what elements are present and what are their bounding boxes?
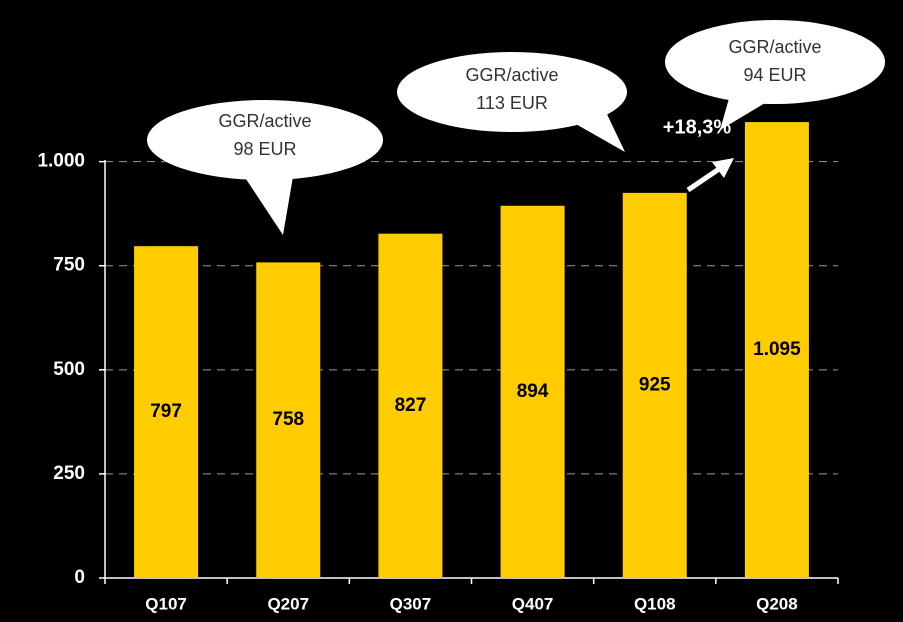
arrow (686, 158, 734, 193)
callout: GGR/active 113 EUR (397, 52, 627, 152)
callout-text: GGR/active (465, 65, 558, 85)
bar (622, 192, 687, 578)
callout: GGR/active 98 EUR (147, 100, 383, 235)
data-label: 1.095 (753, 339, 801, 360)
callout-text: 98 EUR (233, 139, 296, 159)
bar (378, 233, 443, 578)
callout-text: GGR/active (728, 37, 821, 57)
data-label: 925 (639, 374, 671, 395)
y-tick-label: 500 (53, 359, 85, 380)
x-tick-label: Q208 (756, 594, 798, 613)
x-tick-label: Q307 (390, 594, 432, 613)
callout-text: 94 EUR (743, 65, 806, 85)
bar (744, 122, 809, 578)
data-label: 827 (395, 395, 427, 416)
growth-label: +18,3% (663, 116, 732, 138)
data-label: 758 (272, 409, 304, 430)
y-tick-label: 1.000 (37, 151, 85, 172)
x-tick-label: Q108 (634, 594, 676, 613)
x-tick-label: Q207 (267, 594, 309, 613)
x-tick-label: Q407 (512, 594, 554, 613)
x-tick-label: Q107 (145, 594, 187, 613)
bar (500, 205, 565, 578)
y-tick-label: 750 (53, 255, 85, 276)
bar (134, 246, 199, 578)
callout: GGR/active 94 EUR (665, 20, 885, 130)
callout-text: GGR/active (218, 111, 311, 131)
y-tick-label: 0 (74, 567, 85, 588)
data-label: 894 (517, 381, 549, 402)
y-tick-label: 250 (53, 463, 85, 484)
data-label: 797 (150, 401, 182, 422)
bar (256, 262, 321, 578)
callout-text: 113 EUR (476, 93, 548, 113)
